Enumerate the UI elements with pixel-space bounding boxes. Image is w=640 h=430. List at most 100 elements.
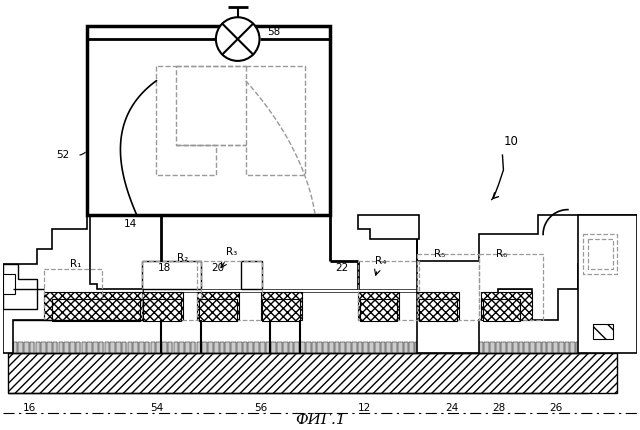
Polygon shape — [19, 341, 23, 353]
Polygon shape — [404, 341, 408, 353]
Text: R₁: R₁ — [70, 259, 81, 269]
Polygon shape — [110, 341, 115, 353]
Polygon shape — [559, 341, 564, 353]
Polygon shape — [76, 341, 81, 353]
Polygon shape — [162, 341, 167, 353]
Bar — [52, 299, 140, 321]
Polygon shape — [553, 341, 558, 353]
Polygon shape — [214, 341, 218, 353]
Polygon shape — [104, 341, 109, 353]
Polygon shape — [208, 341, 212, 353]
Polygon shape — [329, 341, 333, 353]
Polygon shape — [271, 341, 276, 353]
Bar — [260, 292, 302, 319]
Polygon shape — [578, 215, 637, 353]
Text: 12: 12 — [358, 403, 371, 413]
Polygon shape — [564, 341, 570, 353]
Bar — [199, 299, 237, 321]
Polygon shape — [369, 341, 374, 353]
Text: 58: 58 — [268, 27, 281, 37]
Polygon shape — [541, 341, 547, 353]
Polygon shape — [398, 341, 403, 353]
Polygon shape — [116, 341, 121, 353]
Polygon shape — [438, 341, 443, 353]
Polygon shape — [3, 215, 143, 353]
Polygon shape — [99, 341, 104, 353]
Polygon shape — [415, 341, 420, 353]
Polygon shape — [47, 341, 52, 353]
Circle shape — [216, 17, 259, 61]
Polygon shape — [582, 341, 587, 353]
Polygon shape — [185, 341, 189, 353]
Polygon shape — [93, 341, 98, 353]
Polygon shape — [179, 341, 184, 353]
Polygon shape — [53, 341, 58, 353]
Polygon shape — [312, 341, 316, 353]
Bar — [143, 299, 181, 321]
Polygon shape — [241, 261, 262, 289]
Bar — [358, 292, 399, 319]
Bar — [141, 292, 183, 319]
Polygon shape — [375, 341, 380, 353]
Polygon shape — [358, 215, 419, 240]
Polygon shape — [427, 341, 431, 353]
Text: 24: 24 — [445, 403, 458, 413]
Polygon shape — [496, 341, 500, 353]
Polygon shape — [65, 341, 69, 353]
Polygon shape — [294, 341, 299, 353]
Bar — [197, 292, 239, 319]
Text: 20: 20 — [211, 263, 224, 273]
Text: ФИГ.1: ФИГ.1 — [294, 413, 346, 427]
Polygon shape — [254, 341, 259, 353]
Polygon shape — [490, 341, 495, 353]
Polygon shape — [173, 341, 179, 353]
Polygon shape — [335, 341, 339, 353]
Polygon shape — [444, 341, 449, 353]
Polygon shape — [191, 341, 195, 353]
Text: 56: 56 — [254, 403, 267, 413]
Polygon shape — [70, 341, 75, 353]
Polygon shape — [277, 341, 282, 353]
Polygon shape — [381, 341, 385, 353]
Polygon shape — [364, 341, 368, 353]
Polygon shape — [145, 341, 150, 353]
Polygon shape — [508, 341, 512, 353]
Polygon shape — [24, 341, 29, 353]
Bar — [417, 292, 459, 319]
Polygon shape — [433, 341, 437, 353]
Bar — [13, 289, 548, 292]
Text: R₂: R₂ — [177, 253, 188, 263]
Polygon shape — [127, 341, 132, 353]
Polygon shape — [133, 341, 138, 353]
Polygon shape — [289, 341, 293, 353]
Bar — [483, 299, 520, 321]
Polygon shape — [358, 341, 362, 353]
Bar — [87, 26, 330, 215]
Polygon shape — [122, 341, 127, 353]
Text: 52: 52 — [56, 150, 69, 160]
Text: R₆: R₆ — [495, 249, 507, 259]
Polygon shape — [479, 341, 483, 353]
Polygon shape — [410, 341, 414, 353]
Polygon shape — [387, 341, 391, 353]
Polygon shape — [266, 341, 270, 353]
Polygon shape — [524, 341, 529, 353]
Polygon shape — [536, 341, 541, 353]
Polygon shape — [139, 341, 144, 353]
Polygon shape — [225, 341, 230, 353]
Polygon shape — [502, 341, 506, 353]
Polygon shape — [513, 341, 518, 353]
Text: R₅: R₅ — [434, 249, 445, 259]
Polygon shape — [237, 341, 241, 353]
Polygon shape — [42, 341, 46, 353]
Polygon shape — [317, 341, 322, 353]
Polygon shape — [473, 341, 477, 353]
Text: 28: 28 — [492, 403, 505, 413]
Text: 54: 54 — [150, 403, 163, 413]
Polygon shape — [461, 341, 466, 353]
Text: 14: 14 — [124, 219, 137, 230]
Bar — [262, 299, 300, 321]
Bar — [8, 353, 618, 393]
Polygon shape — [88, 341, 92, 353]
Polygon shape — [168, 341, 173, 353]
